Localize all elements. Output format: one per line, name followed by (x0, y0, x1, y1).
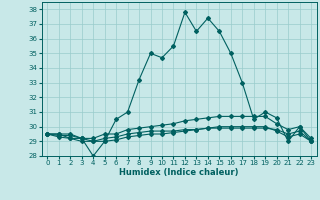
X-axis label: Humidex (Indice chaleur): Humidex (Indice chaleur) (119, 168, 239, 177)
